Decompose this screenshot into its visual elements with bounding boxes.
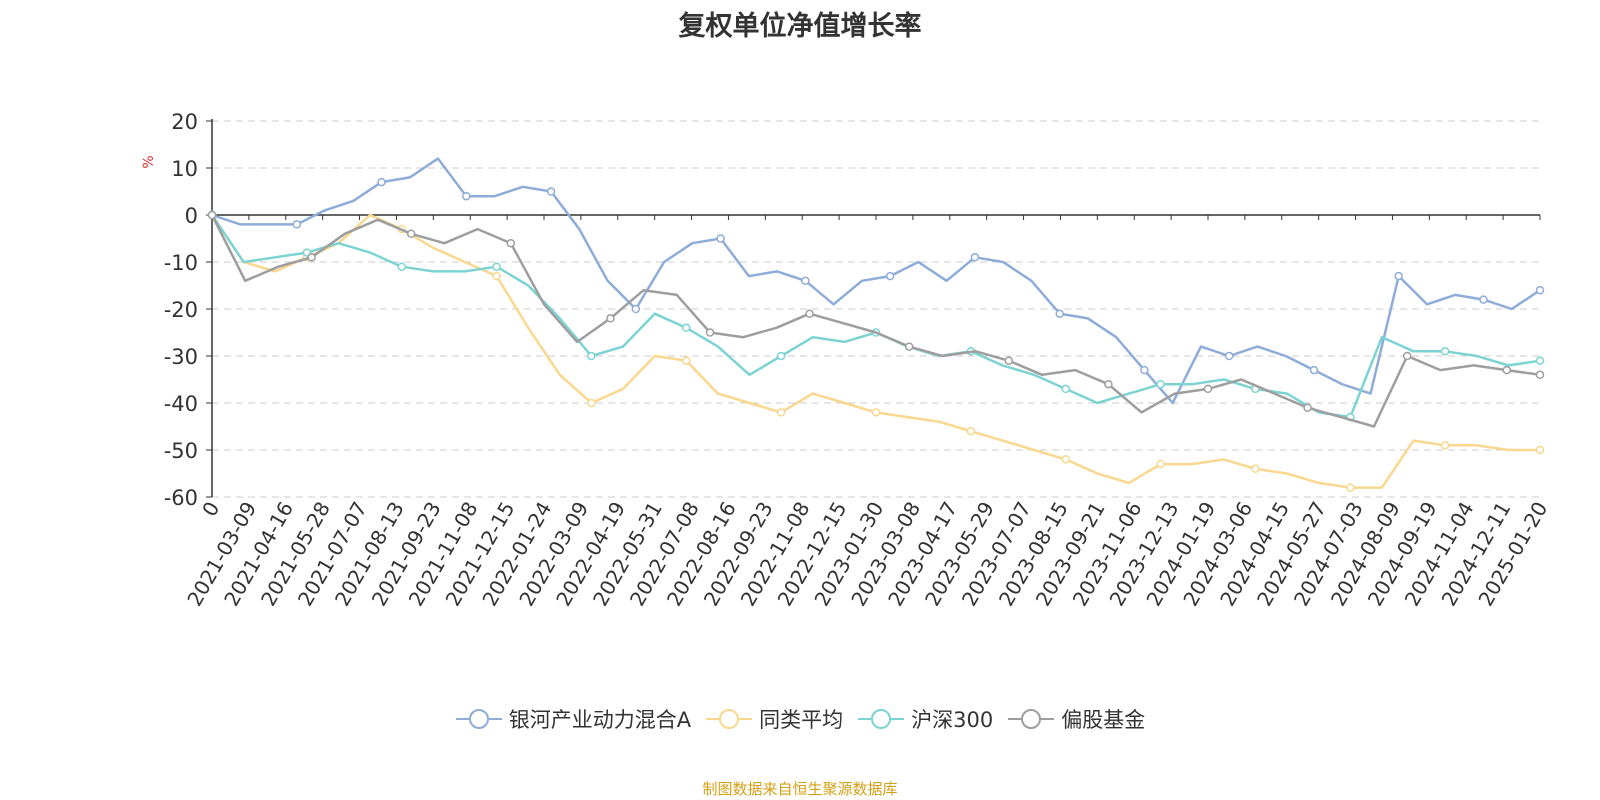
- series-point-0: [1055, 309, 1064, 318]
- legend: 银河产业动力混合A 同类平均 沪深300 偏股基金: [0, 704, 1600, 734]
- series-point-3: [1535, 370, 1545, 380]
- y-tick-label: -30: [164, 345, 198, 369]
- series-point-0: [546, 187, 556, 196]
- series-point-2: [1061, 384, 1070, 394]
- y-tick-label: 20: [171, 110, 198, 134]
- series-point-3: [705, 328, 715, 337]
- y-tick-label: -40: [164, 392, 198, 416]
- legend-item-fund[interactable]: 银河产业动力混合A: [455, 704, 691, 734]
- series-point-3: [1402, 351, 1412, 361]
- legend-item-csi300[interactable]: 沪深300: [857, 704, 993, 734]
- legend-marker-icon: [706, 709, 753, 729]
- legend-marker-icon: [1008, 709, 1055, 729]
- legend-label: 偏股基金: [1061, 708, 1146, 732]
- x-tick-label: 0: [197, 498, 224, 521]
- series-point-1: [966, 426, 976, 436]
- series-point-0: [801, 276, 810, 286]
- series-point-0: [377, 177, 386, 187]
- series-point-0: [970, 253, 980, 262]
- series-line-1: [210, 213, 1540, 489]
- legend-marker-icon: [455, 709, 502, 729]
- series-point-0: [292, 220, 302, 229]
- series-point-1: [1440, 441, 1450, 450]
- series-point-2: [1156, 379, 1165, 389]
- y-tick-label: 10: [171, 157, 198, 181]
- series-point-3: [207, 210, 217, 220]
- y-tick-label: -60: [164, 486, 198, 510]
- series-point-1: [492, 271, 501, 281]
- legend-item-equity-fund[interactable]: 偏股基金: [1007, 704, 1145, 734]
- series-point-2: [776, 351, 786, 361]
- y-tick-label: -20: [164, 298, 198, 322]
- series-line-3: [210, 214, 1541, 428]
- y-axis-label: %: [141, 155, 157, 168]
- legend-marker-icon: [858, 709, 905, 729]
- legend-label: 银河产业动力混合A: [508, 708, 692, 732]
- series-point-0: [1309, 365, 1319, 375]
- series-point-3: [506, 238, 516, 248]
- series-point-2: [587, 351, 596, 361]
- series-point-2: [682, 323, 691, 333]
- series-point-1: [1535, 445, 1545, 455]
- series-point-1: [776, 408, 786, 417]
- legend-item-peer-average[interactable]: 同类平均: [705, 704, 843, 734]
- series-point-0: [885, 271, 895, 281]
- series-point-1: [1156, 459, 1165, 469]
- series-point-3: [904, 342, 914, 351]
- series-point-3: [1104, 379, 1113, 389]
- series-point-2: [492, 262, 501, 271]
- series-line-0: [211, 157, 1541, 405]
- series-point-3: [1303, 403, 1312, 412]
- series-point-1: [1251, 464, 1260, 474]
- series-point-1: [871, 408, 881, 417]
- series-point-0: [716, 234, 725, 243]
- series-point-1: [1061, 455, 1070, 464]
- series-point-1: [587, 398, 596, 408]
- series-point-3: [1502, 365, 1512, 375]
- series-point-3: [1203, 384, 1213, 394]
- series-point-1: [682, 356, 691, 365]
- source-note: 制图数据来自恒生聚源数据库: [702, 780, 898, 798]
- series-point-2: [397, 262, 406, 271]
- y-tick-label: -10: [164, 251, 198, 275]
- legend-label: 沪深300: [911, 708, 994, 732]
- chart-title: 复权单位净值增长率: [678, 11, 922, 42]
- series-point-0: [1224, 351, 1234, 361]
- y-tick-label: 0: [185, 204, 198, 228]
- series-point-0: [1479, 295, 1488, 304]
- series-point-0: [1535, 285, 1545, 295]
- series-point-0: [1394, 271, 1403, 281]
- series-point-1: [1346, 483, 1355, 492]
- legend-label: 同类平均: [759, 708, 844, 732]
- series-point-0: [462, 191, 471, 201]
- series-point-3: [606, 314, 615, 323]
- y-tick-label: -50: [164, 439, 198, 463]
- series-point-2: [1440, 347, 1450, 356]
- series-point-3: [1004, 356, 1014, 365]
- series-point-0: [1140, 365, 1149, 375]
- series-point-3: [406, 229, 416, 239]
- series-point-3: [805, 309, 814, 318]
- series-point-3: [307, 253, 316, 262]
- series-line-2: [210, 214, 1541, 419]
- series-point-0: [631, 304, 641, 314]
- series-point-2: [1535, 356, 1545, 365]
